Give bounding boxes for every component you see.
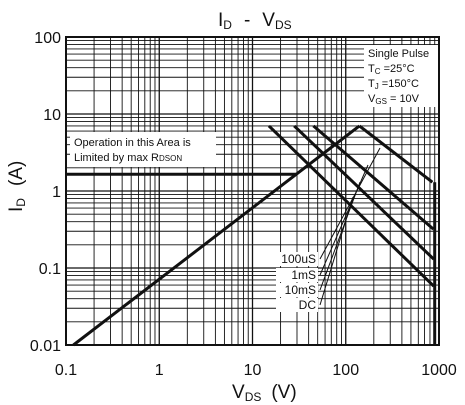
- chart-title: ID - VDS: [218, 10, 292, 32]
- series-label-leader: [319, 196, 354, 306]
- x-tick-label: 1: [155, 362, 164, 379]
- series-label-1ms: 1mS: [291, 268, 316, 282]
- condition-vgs: VGS = 10V: [368, 93, 420, 106]
- condition-tc: TC =25°C: [368, 63, 415, 76]
- series-label-leader: [319, 147, 381, 260]
- series-label-leader: [319, 181, 361, 291]
- y-tick-label: 0.01: [30, 338, 61, 355]
- condition-single-pulse: Single Pulse: [368, 48, 429, 60]
- x-tick-label: 10: [244, 362, 262, 379]
- conditions-legend: Single Pulse TC =25°C TJ =150°C VGS = 10…: [364, 45, 438, 107]
- rdson-annotation: Operation in this Area is Limited by max…: [70, 132, 216, 167]
- x-tick-label: 0.1: [55, 362, 77, 379]
- conditions-box: [364, 45, 438, 107]
- series-label-dc: DC: [299, 298, 317, 312]
- series-label-100us: 100uS: [281, 252, 316, 266]
- series-label-bg: [276, 268, 318, 282]
- y-tick-label: 10: [43, 107, 61, 124]
- rdson-annotation-line1: Operation in this Area is: [74, 137, 191, 149]
- tick-labels: 0.1 1 10 100 1000 0.01 0.1 1 10 100: [30, 30, 457, 379]
- x-axis-title: VDS (V): [232, 382, 297, 404]
- rdson-limit-line: [72, 124, 361, 347]
- y-tick-label: 0.1: [39, 261, 61, 278]
- series-line-100us: [358, 124, 434, 184]
- rdson-annotation-box: [70, 132, 216, 167]
- y-tick-label: 100: [34, 30, 61, 47]
- y-axis-title: ID(A): [6, 161, 28, 212]
- rdson-annotation-line2: Limited by max RDSON: [74, 152, 182, 164]
- series-label-bg: [276, 298, 318, 312]
- plot-frame: [65, 36, 440, 346]
- x-tick-label: 100: [332, 362, 359, 379]
- series-label-bg: [276, 252, 318, 266]
- series-label-10ms: 10mS: [285, 283, 316, 297]
- x-tick-label: 1000: [421, 362, 457, 379]
- chart-marks: [66, 124, 437, 347]
- series-line-1ms: [312, 124, 435, 231]
- y-tick-label: 1: [52, 184, 61, 201]
- series-label-bg: [276, 283, 318, 297]
- condition-tj: TJ =150°C: [368, 78, 419, 91]
- series-line-10ms: [293, 124, 435, 261]
